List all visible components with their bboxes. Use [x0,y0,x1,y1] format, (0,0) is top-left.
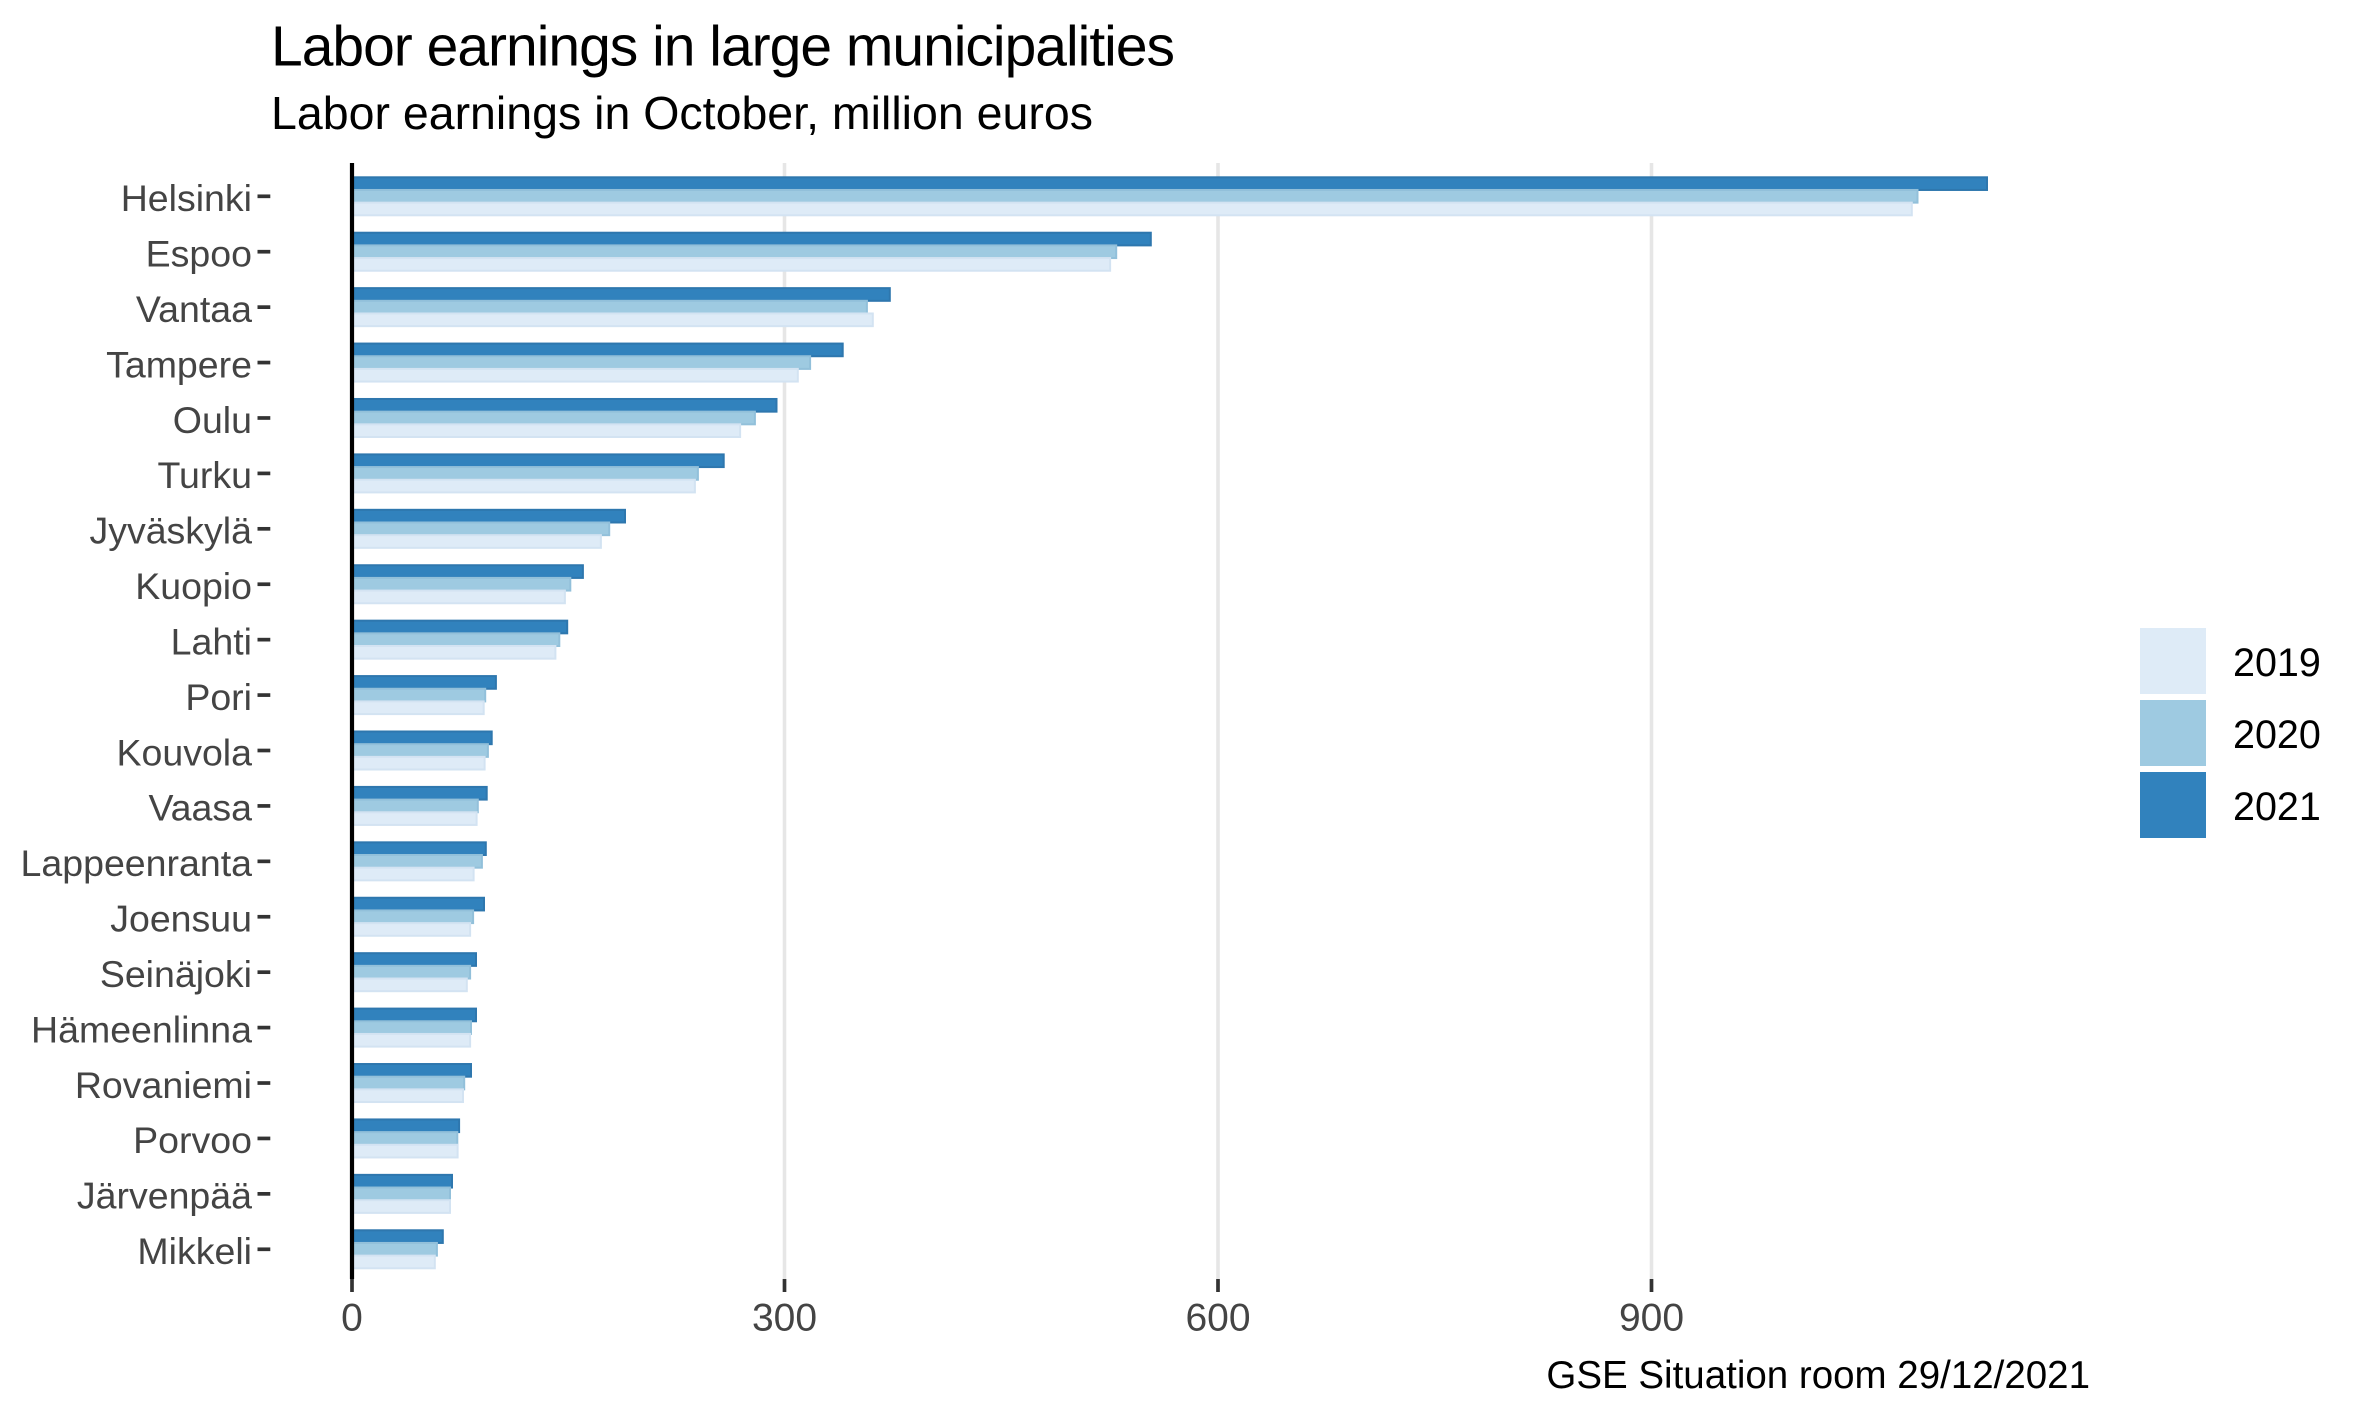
svg-text:Hämeenlinna: Hämeenlinna [31,1008,252,1050]
svg-text:Lahti: Lahti [171,620,252,662]
svg-text:Espoo: Espoo [146,233,252,275]
svg-text:Kouvola: Kouvola [116,731,252,773]
svg-text:Labor earnings in October, mil: Labor earnings in October, million euros [271,87,1093,139]
svg-text:0: 0 [341,1297,363,1340]
svg-text:Rovaniemi: Rovaniemi [75,1064,252,1106]
svg-text:Turku: Turku [158,454,252,496]
svg-text:Tampere: Tampere [106,343,252,385]
svg-text:2019: 2019 [2233,641,2321,685]
svg-text:Jyväskylä: Jyväskylä [89,510,252,552]
svg-text:600: 600 [1185,1297,1250,1340]
svg-text:2020: 2020 [2233,713,2321,757]
svg-text:Pori: Pori [185,676,252,718]
svg-text:Kuopio: Kuopio [135,565,252,607]
svg-text:Seinäjoki: Seinäjoki [100,953,252,995]
svg-text:900: 900 [1619,1297,1684,1340]
svg-text:Vantaa: Vantaa [136,288,252,330]
svg-text:Lappeenranta: Lappeenranta [21,842,253,884]
svg-text:Joensuu: Joensuu [110,898,252,940]
svg-text:300: 300 [752,1297,817,1340]
svg-text:Labor earnings in large munici: Labor earnings in large municipalities [271,15,1174,79]
svg-text:Mikkeli: Mikkeli [137,1230,252,1272]
svg-text:Oulu: Oulu [173,399,252,441]
svg-text:Järvenpää: Järvenpää [77,1175,252,1217]
svg-text:2021: 2021 [2233,785,2321,829]
svg-text:GSE Situation room 29/12/2021: GSE Situation room 29/12/2021 [1546,1354,2090,1397]
svg-text:Vaasa: Vaasa [148,787,252,829]
svg-text:Porvoo: Porvoo [133,1119,252,1161]
svg-text:Helsinki: Helsinki [121,177,252,219]
